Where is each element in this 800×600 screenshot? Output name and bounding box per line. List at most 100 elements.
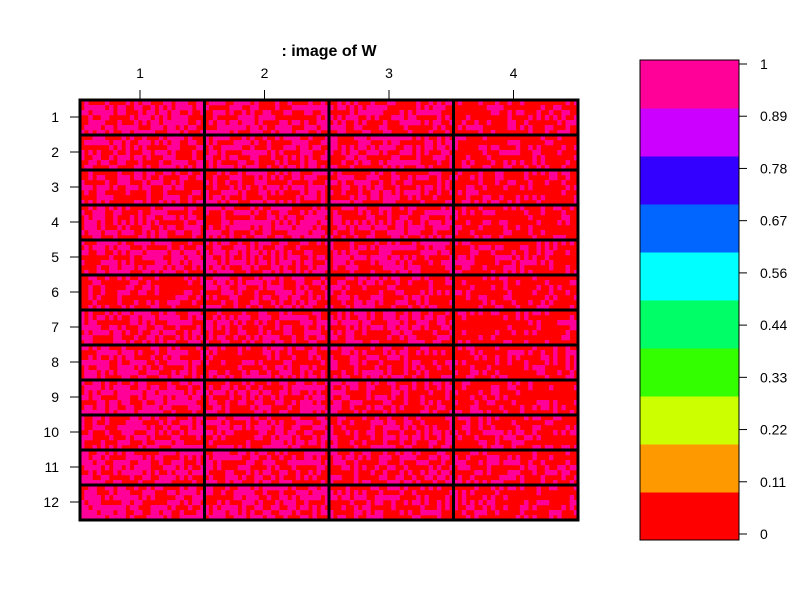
heatmap-cell (266, 220, 272, 226)
heatmap-cell (287, 290, 292, 296)
heatmap-cell (478, 510, 483, 516)
heatmap-cell (561, 430, 566, 436)
heatmap-cell (237, 175, 243, 181)
heatmap-cell (573, 195, 579, 201)
heatmap-cell (262, 375, 268, 381)
heatmap-cell (142, 235, 147, 241)
heatmap-cell (237, 400, 243, 406)
heatmap-cell (416, 415, 421, 421)
heatmap-cell (374, 195, 380, 201)
heatmap-cell (287, 225, 292, 231)
heatmap-cell (146, 110, 151, 116)
heatmap-cell (200, 425, 205, 431)
heatmap-cell (125, 385, 131, 391)
heatmap-cell (353, 510, 359, 516)
heatmap-cell (88, 480, 93, 486)
heatmap-cell (154, 300, 160, 306)
heatmap-cell (511, 265, 517, 271)
heatmap-cell (399, 300, 404, 306)
heatmap-cell (329, 380, 334, 386)
heatmap-cell (507, 230, 512, 236)
heatmap-cell (270, 395, 276, 401)
heatmap-cell (262, 110, 268, 116)
heatmap-cell (465, 430, 471, 436)
heatmap-cell (304, 405, 309, 411)
heatmap-cell (216, 230, 222, 236)
heatmap-cell (200, 380, 205, 386)
heatmap-cell (229, 155, 234, 161)
heatmap-cell (345, 295, 351, 301)
heatmap-cell (453, 455, 458, 461)
heatmap-cell (470, 185, 475, 191)
heatmap-cell (445, 415, 450, 421)
heatmap-cell (441, 240, 446, 246)
heatmap-cell (374, 110, 380, 116)
heatmap-cell (200, 355, 205, 361)
heatmap-cell (146, 415, 151, 421)
heatmap-cell (121, 340, 126, 346)
heatmap-cell (333, 450, 338, 456)
heatmap-cell (88, 115, 93, 121)
heatmap-cell (424, 475, 429, 481)
heatmap-cell (329, 245, 334, 251)
heatmap-cell (387, 495, 392, 501)
heatmap-cell (233, 220, 238, 226)
heatmap-cell (275, 235, 280, 241)
heatmap-cell (258, 400, 263, 406)
heatmap-cell (519, 160, 525, 166)
heatmap-cell (84, 190, 89, 196)
heatmap-cell (353, 480, 359, 486)
heatmap-cell (258, 435, 263, 441)
heatmap-cell (370, 255, 375, 261)
heatmap-cell (183, 450, 189, 456)
heatmap-cell (133, 425, 139, 431)
heatmap-cell (196, 220, 201, 226)
heatmap-cell (121, 350, 126, 356)
heatmap-cell (424, 385, 429, 391)
heatmap-cell (358, 180, 363, 186)
heatmap-cell (333, 145, 338, 151)
heatmap-cell (154, 325, 160, 331)
heatmap-cell (250, 115, 255, 121)
heatmap-cell (167, 330, 172, 336)
heatmap-cell (353, 150, 359, 156)
heatmap-cell (511, 260, 517, 266)
heatmap-cell (445, 135, 450, 141)
heatmap-cell (283, 260, 288, 266)
heatmap-cell (100, 410, 106, 416)
heatmap-cell (246, 165, 251, 171)
heatmap-cell (441, 470, 446, 476)
heatmap-cell (192, 485, 197, 491)
heatmap-cell (387, 245, 392, 251)
heatmap-cell (212, 100, 218, 106)
heatmap-cell (109, 445, 114, 451)
heatmap-cell (511, 330, 517, 336)
heatmap-cell (320, 220, 326, 226)
heatmap-cell (92, 160, 97, 166)
heatmap-cell (337, 460, 342, 466)
row-tick-label: 1 (51, 109, 59, 125)
heatmap-cell (96, 135, 102, 141)
heatmap-cell (478, 130, 483, 136)
heatmap-cell (96, 410, 102, 416)
heatmap-cell (436, 160, 442, 166)
heatmap-cell (428, 455, 434, 461)
heatmap-cell (270, 515, 276, 521)
heatmap-cell (366, 160, 371, 166)
heatmap-cell (349, 110, 355, 116)
heatmap-cell (279, 445, 284, 451)
heatmap-cell (175, 325, 180, 331)
heatmap-cell (470, 405, 475, 411)
heatmap-cell (445, 310, 450, 316)
heatmap-cell (84, 110, 89, 116)
heatmap-cell (445, 220, 450, 226)
heatmap-cell (432, 125, 438, 131)
heatmap-cell (117, 465, 122, 471)
heatmap-cell (183, 360, 189, 366)
heatmap-cell (117, 300, 122, 306)
heatmap-cell (412, 205, 417, 211)
heatmap-cell (237, 100, 243, 106)
heatmap-cell (216, 270, 222, 276)
heatmap-cell (482, 135, 487, 141)
heatmap-cell (548, 265, 554, 271)
